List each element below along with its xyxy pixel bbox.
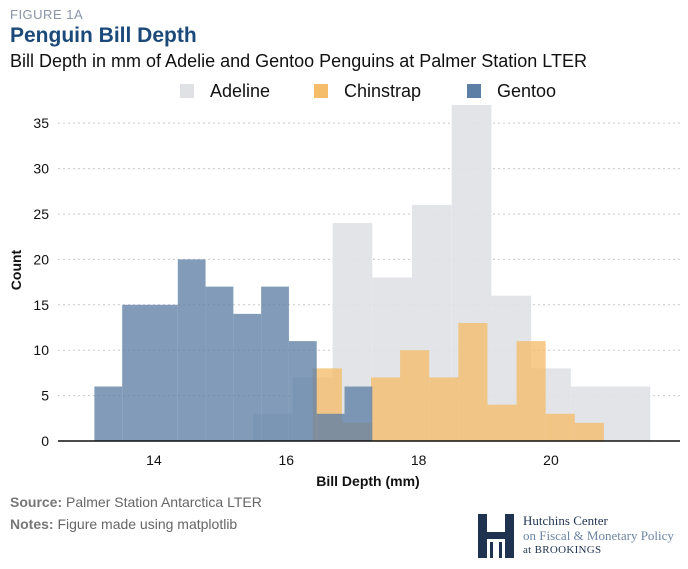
- bar-chinstrap: [400, 350, 430, 441]
- y-tick-label: 15: [33, 297, 49, 313]
- y-tick-label: 5: [41, 388, 49, 404]
- notes-text: Figure made using matplotlib: [57, 516, 238, 532]
- y-tick-label: 25: [33, 206, 49, 222]
- source-label: Source:: [10, 494, 63, 510]
- histogram-chart: Adeline Chinstrap Gentoo 0 5 10 15 20 25 30 35 14…: [8, 81, 680, 489]
- bar-gentoo: [94, 386, 123, 441]
- bar-gentoo: [344, 386, 373, 441]
- bar-gentoo: [233, 313, 262, 441]
- bar-gentoo: [261, 286, 289, 441]
- bar-chinstrap: [458, 322, 488, 441]
- legend-label-chinstrap: Chinstrap: [344, 81, 421, 101]
- x-tick-label: 20: [543, 452, 559, 468]
- chart-title: Penguin Bill Depth: [10, 24, 197, 47]
- bar-chinstrap: [516, 341, 546, 441]
- y-tick-label: 20: [33, 251, 49, 267]
- y-tick-label: 35: [33, 115, 49, 131]
- bar-chinstrap: [574, 422, 604, 441]
- logo-line-3: at BROOKINGS: [523, 544, 602, 556]
- bar-gentoo: [205, 286, 234, 441]
- x-tick-label: 16: [278, 452, 294, 468]
- bar-chinstrap: [370, 377, 401, 441]
- source-note: Source: Palmer Station Antarctica LTER: [10, 494, 262, 510]
- legend-label-gentoo: Gentoo: [497, 81, 556, 101]
- bar-chinstrap: [487, 404, 517, 441]
- bar-gentoo: [177, 259, 206, 441]
- series-gentoo-bars: [94, 259, 373, 441]
- figure-label: FIGURE 1A: [10, 7, 84, 22]
- bar-gentoo: [122, 304, 150, 441]
- y-tick-labels: 0 5 10 15 20 25 30 35: [33, 115, 49, 449]
- source-text: Palmer Station Antarctica LTER: [66, 494, 262, 510]
- series-chinstrap-bars: [312, 322, 604, 441]
- y-axis-label: Count: [8, 249, 24, 290]
- bar-gentoo: [149, 304, 178, 441]
- bar-chinstrap: [429, 377, 459, 441]
- legend-label-adeline: Adeline: [210, 81, 270, 101]
- chart-subtitle: Bill Depth in mm of Adelie and Gentoo Pe…: [10, 51, 587, 71]
- notes-label: Notes:: [10, 516, 54, 532]
- brookings-logo: Hutchins Center on Fiscal & Monetary Pol…: [478, 513, 683, 559]
- bar-gentoo: [288, 341, 317, 441]
- bar-chinstrap: [545, 413, 575, 441]
- y-tick-label: 0: [41, 433, 49, 449]
- logo-line-1: Hutchins Center: [523, 513, 608, 528]
- x-axis-label: Bill Depth (mm): [316, 473, 419, 489]
- x-tick-labels: 14 16 18 20: [146, 452, 559, 468]
- legend-swatch-adeline: [180, 84, 194, 98]
- notes-note: Notes: Figure made using matplotlib: [10, 516, 237, 532]
- logo-line-2: on Fiscal & Monetary Policy: [523, 528, 674, 543]
- legend-swatch-chinstrap: [314, 84, 328, 98]
- x-tick-label: 18: [411, 452, 427, 468]
- y-tick-label: 10: [33, 342, 49, 358]
- legend: Adeline Chinstrap Gentoo: [180, 81, 556, 101]
- y-tick-label: 30: [33, 161, 49, 177]
- bar-gentoo: [316, 413, 345, 441]
- x-tick-label: 14: [146, 452, 162, 468]
- columns-icon: [478, 514, 514, 558]
- legend-swatch-gentoo: [467, 84, 481, 98]
- bar-adeline: [610, 386, 651, 441]
